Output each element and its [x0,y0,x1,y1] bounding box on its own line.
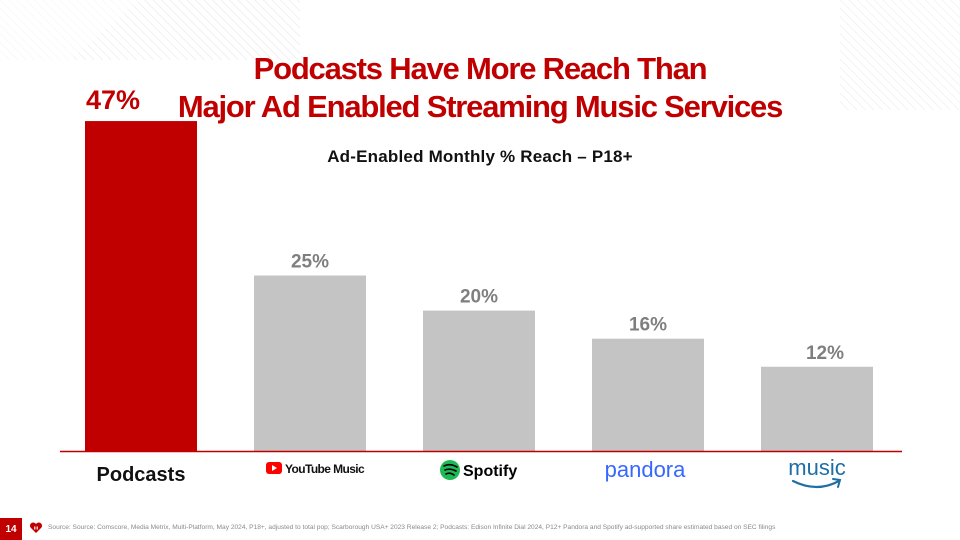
data-label-1: 25% [291,252,329,273]
bar-2 [423,310,535,451]
category-label-2: Spotify [463,463,517,480]
spotify-logo: Spotify [440,460,517,480]
data-label-3: 16% [629,315,667,336]
value-labels-layer: 47% 25% 20% 16% 12% [86,85,844,364]
category-label-1: YouTube Music [285,462,365,476]
category-labels-layer: Podcasts YouTube Music Spotify pandora music [97,455,846,489]
bar-0 [85,121,197,451]
page-title: Podcasts Have More Reach Than Major Ad E… [0,50,960,126]
bar-4 [761,366,873,451]
title-line-1: Podcasts Have More Reach Than [253,51,708,86]
title-line-2: Major Ad Enabled Streaming Music Service… [177,89,784,124]
bar-3 [592,338,704,451]
page-number: 14 [0,518,22,540]
pandora-logo: pandora [605,457,687,482]
category-label-4: music [788,455,845,480]
youtube-music-logo: YouTube Music [266,462,366,476]
bar-1 [254,275,366,451]
iheart-logo [29,521,43,539]
chart-title: Ad-Enabled Monthly % Reach – P18+ [327,147,633,166]
amazon-music-logo: music [788,455,846,489]
category-label-0: Podcasts [97,464,186,486]
data-label-4: 12% [806,343,844,364]
source-note: Source: Source: Comscore, Media Metrix, … [48,524,776,531]
category-label-3: pandora [605,457,687,482]
bars-layer [85,121,873,451]
data-label-2: 20% [460,287,498,308]
data-label-0: 47% [86,85,140,115]
